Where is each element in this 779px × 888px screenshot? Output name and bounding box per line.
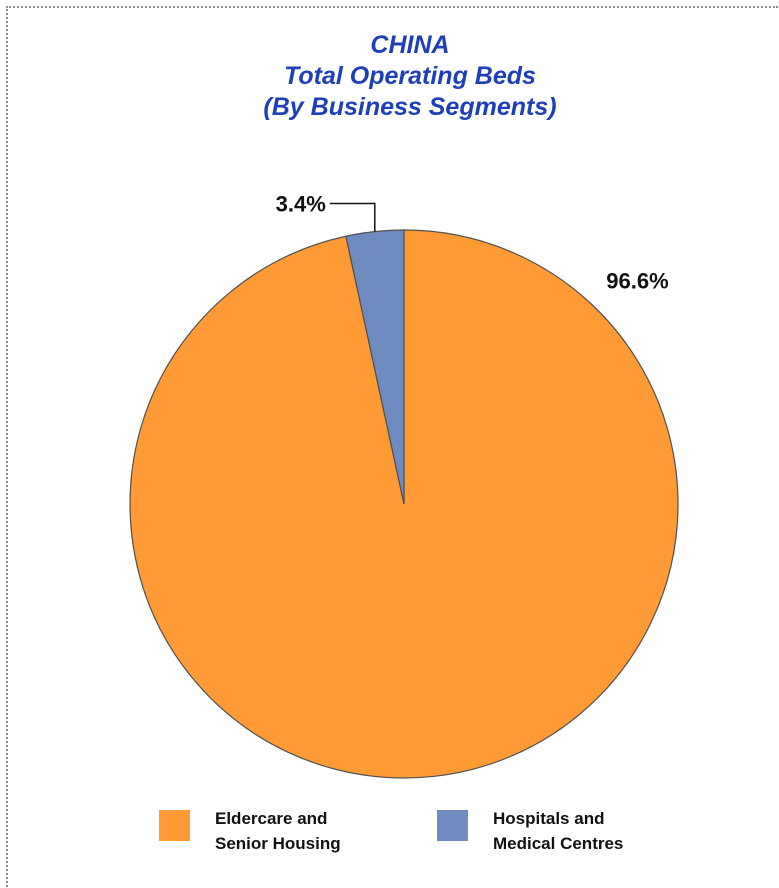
legend-label-eldercare: Eldercare and Senior Housing — [215, 809, 341, 853]
chart-title-line-3: (By Business Segments) — [263, 93, 557, 121]
legend-item-eldercare: Eldercare and Senior Housing — [159, 806, 341, 856]
pie-slice-2 — [345, 229, 405, 505]
chart-title-line-1: CHINA — [370, 31, 450, 59]
legend-item-hospitals: Hospitals and Medical Centres — [437, 806, 623, 856]
pie-label-1: 96.6% — [606, 269, 668, 294]
chart-title: CHINA Total Operating Beds (By Business … — [0, 30, 779, 123]
pie-slices — [129, 229, 679, 779]
chart-frame — [6, 6, 778, 887]
legend-swatch-eldercare — [159, 810, 190, 841]
legend-swatch-hospitals — [437, 810, 468, 841]
chart-title-line-2: Total Operating Beds — [284, 62, 536, 90]
pie-labels: 96.6% 3.4% — [276, 192, 669, 294]
pie-leader-line-2 — [329, 202, 376, 232]
pie-leader-lines — [329, 202, 376, 232]
legend-label-hospitals: Hospitals and Medical Centres — [493, 809, 624, 853]
pie-label-2: 3.4% — [276, 192, 326, 217]
